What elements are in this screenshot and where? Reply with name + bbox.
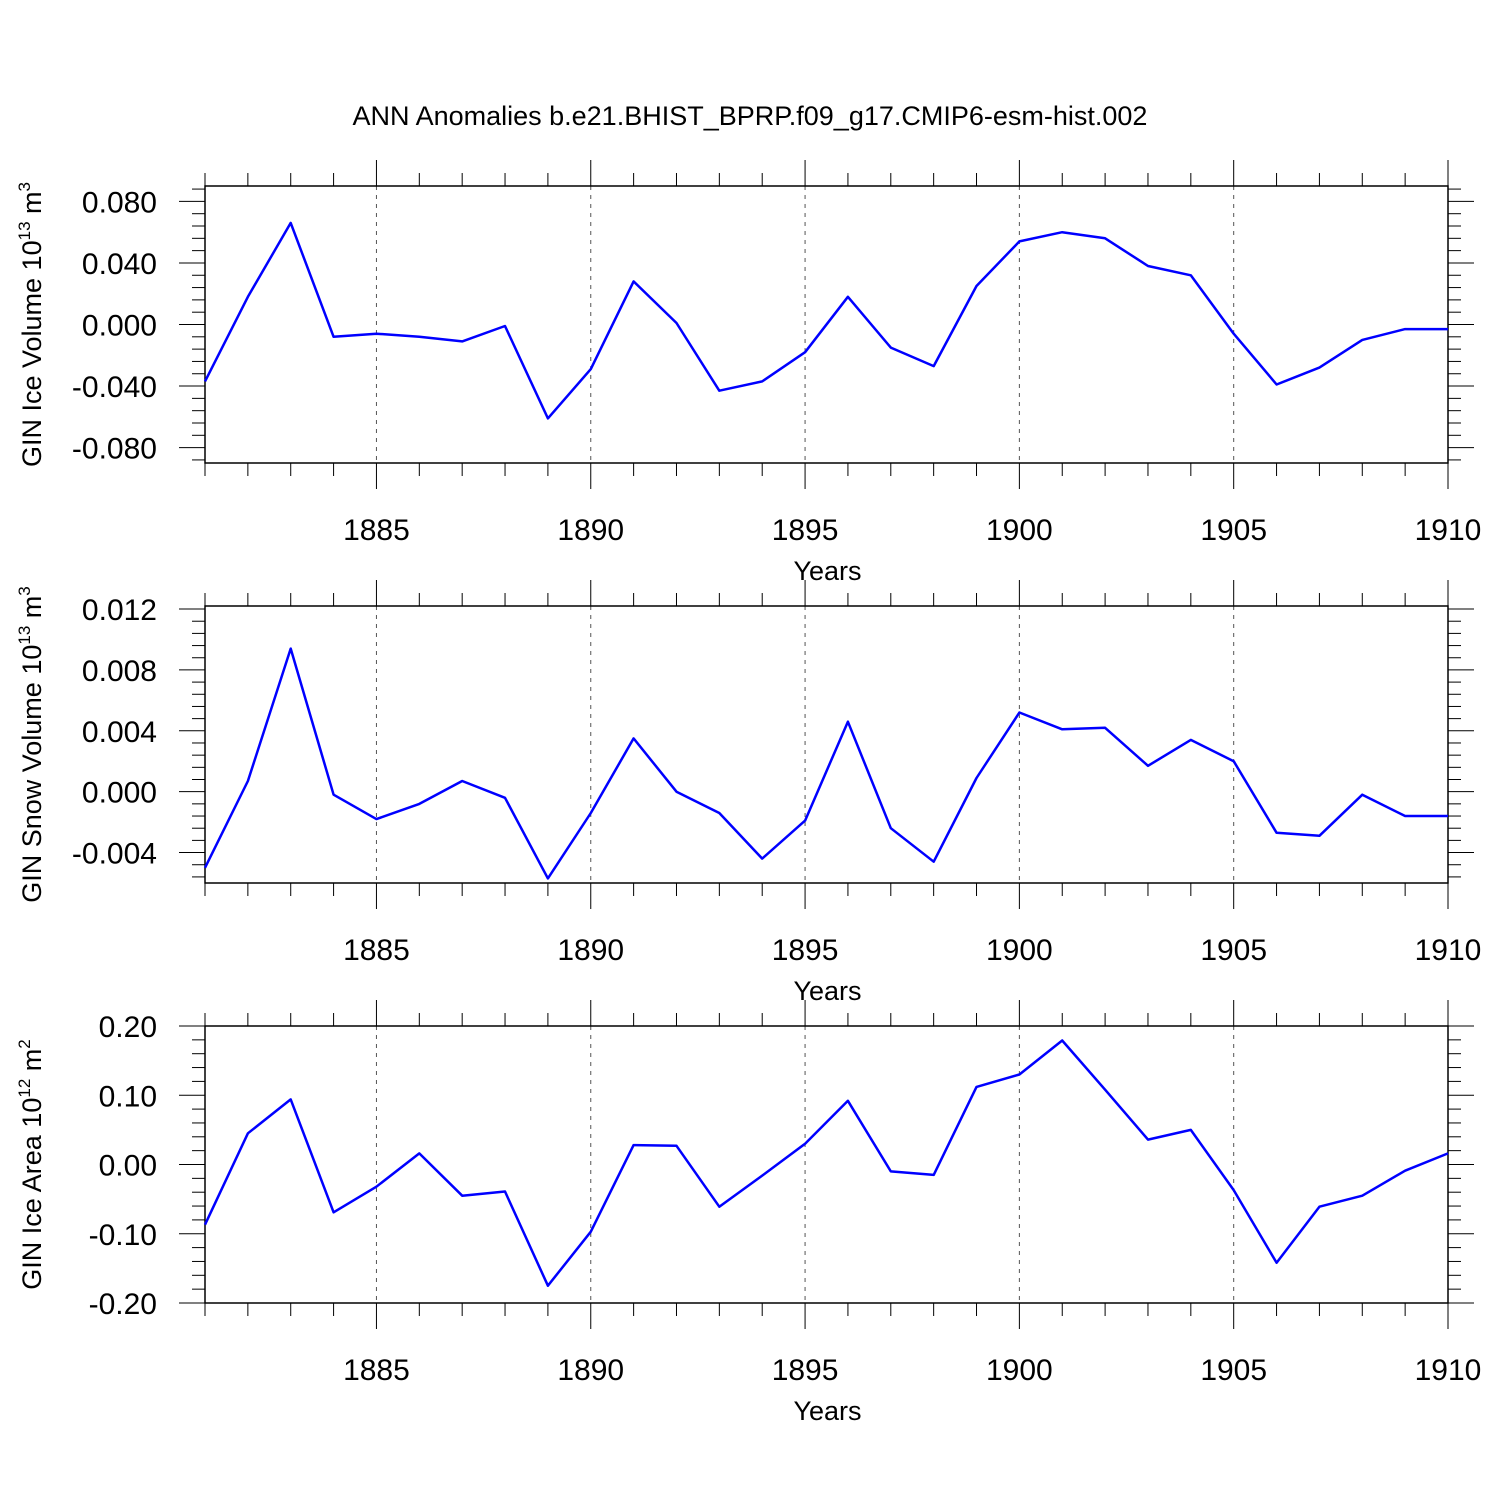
- y-tick-label: 0.20: [99, 1011, 157, 1044]
- plot-frame: [204, 605, 1449, 884]
- y-tick-label: -0.080: [72, 433, 157, 466]
- y-tick-label: 0.040: [82, 248, 157, 281]
- x-tick-label: 1905: [1200, 1354, 1267, 1387]
- y-axis-label-part: m: [17, 191, 47, 214]
- panel-1: -0.080 -0.040 0.000 0.040 0.080 1885 1890 1895 1…: [15, 160, 1481, 586]
- x-tick-label: 1910: [1415, 514, 1482, 547]
- figure-title: ANN Anomalies b.e21.BHIST_BPRP.f09_g17.C…: [353, 101, 1148, 131]
- x-axis-label: Years: [793, 1396, 861, 1426]
- y-tick-label: 0.008: [82, 655, 157, 688]
- y-axis-label-part: m: [17, 1049, 47, 1072]
- y-tick-label: -0.20: [89, 1288, 157, 1321]
- y-axis-label-part: 12: [15, 1079, 34, 1098]
- x-tick-label: 1890: [557, 514, 624, 547]
- x-axis-label: Years: [793, 556, 861, 586]
- x-tick-label: 1905: [1200, 934, 1267, 967]
- y-axis-label-part: [17, 1071, 47, 1079]
- x-tick-label: 1890: [557, 934, 624, 967]
- series-line: [203, 221, 1448, 420]
- y-axis-label-part: 10: [17, 645, 47, 675]
- x-tick-label: 1895: [772, 934, 839, 967]
- x-tick-label: 1885: [343, 1354, 410, 1387]
- x-tick-label: 1900: [986, 1354, 1053, 1387]
- y-axis-label-part: 13: [15, 221, 34, 240]
- x-tick-label: 1910: [1415, 934, 1482, 967]
- y-tick-label: 0.000: [82, 777, 157, 810]
- y-tick-label: 0.10: [99, 1080, 157, 1113]
- panels: -0.080 -0.040 0.000 0.040 0.080 1885 1890 1895 1…: [15, 160, 1481, 1426]
- y-axis-label-part: 10: [17, 240, 47, 270]
- y-axis-label-part: GIN Ice Area: [17, 1128, 47, 1290]
- x-tick-label: 1885: [343, 514, 410, 547]
- panel-2: -0.004 0.000 0.004 0.008 0.012 1885 1890 1895 19…: [15, 580, 1481, 1006]
- y-tick-label: 0.000: [82, 310, 157, 343]
- x-tick-label: 1900: [986, 514, 1053, 547]
- y-axis-label-part: [17, 214, 47, 222]
- series-line: [203, 647, 1448, 880]
- y-axis-label-part: GIN Ice Volume: [17, 270, 47, 467]
- y-tick-label: -0.004: [72, 838, 157, 871]
- y-tick-label: -0.10: [89, 1219, 157, 1252]
- y-axis-label-part: 2: [15, 1039, 34, 1048]
- y-tick-label: -0.040: [72, 371, 157, 404]
- x-axis-label: Years: [793, 976, 861, 1006]
- y-axis-label-part: m: [17, 596, 47, 619]
- x-tick-label: 1890: [557, 1354, 624, 1387]
- y-tick-label: 0.080: [82, 186, 157, 219]
- x-tick-label: 1905: [1200, 514, 1267, 547]
- y-axis-label-part: 13: [15, 626, 34, 645]
- y-axis-label-part: GIN Snow Volume: [17, 675, 47, 903]
- y-axis-label-part: 10: [17, 1098, 47, 1128]
- x-tick-label: 1910: [1415, 1354, 1482, 1387]
- y-axis-label: GIN Ice Volume 1013 m3: [15, 182, 47, 467]
- x-tick-label: 1895: [772, 514, 839, 547]
- plot-frame: [204, 1025, 1449, 1304]
- panel-3: -0.20 -0.10 0.00 0.10 0.20 1885 1890 1895 1900 19…: [15, 1000, 1481, 1426]
- y-tick-label: 0.004: [82, 716, 157, 749]
- series-line: [203, 1039, 1449, 1287]
- plot-frame: [204, 185, 1449, 464]
- x-tick-label: 1900: [986, 934, 1053, 967]
- x-tick-label: 1895: [772, 1354, 839, 1387]
- x-tick-label: 1885: [343, 934, 410, 967]
- y-axis-label-part: 3: [15, 182, 34, 191]
- y-tick-label: 0.00: [99, 1150, 157, 1183]
- y-axis-label-part: [17, 618, 47, 626]
- y-axis-label: GIN Ice Area 1012 m2: [15, 1039, 47, 1290]
- y-axis-label: GIN Snow Volume 1013 m3: [15, 586, 47, 903]
- y-tick-label: 0.012: [82, 594, 157, 627]
- y-axis-label-part: 3: [15, 586, 34, 595]
